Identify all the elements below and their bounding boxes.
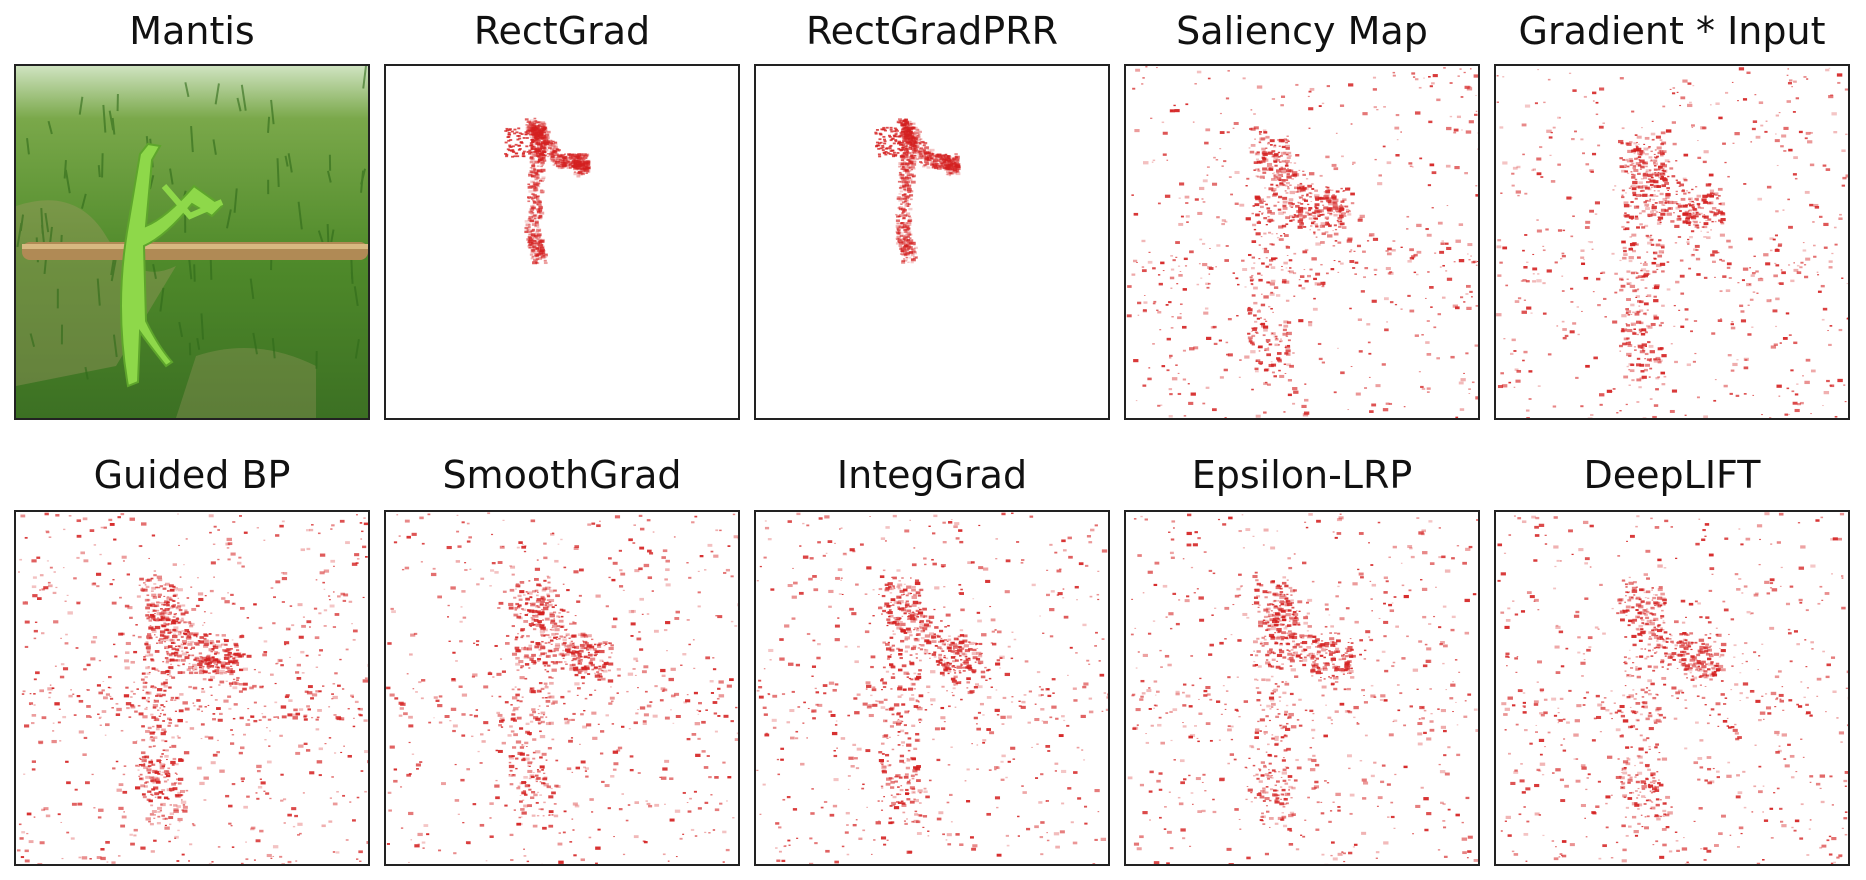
attribution-map (14, 510, 370, 866)
panel-title: Epsilon-LRP (1191, 453, 1413, 497)
panel-title: RectGradPRR (805, 9, 1059, 53)
attribution-map (384, 510, 740, 866)
panel-title: Guided BP (93, 453, 291, 497)
attribution-map (1494, 510, 1850, 866)
panel-title: DeepLIFT (1583, 453, 1761, 497)
panel-title: RectGrad (473, 9, 651, 53)
mantis-photo (14, 64, 370, 420)
attribution-map (1124, 64, 1480, 420)
panel-title: IntegGrad (836, 453, 1028, 497)
attribution-map (1124, 510, 1480, 866)
panel-title: Gradient * Input (1518, 9, 1826, 53)
attribution-map (754, 64, 1110, 420)
attribution-map (384, 64, 740, 420)
panel-title: SmoothGrad (442, 453, 682, 497)
panel-title: Mantis (129, 9, 255, 53)
panel-title: Saliency Map (1176, 9, 1428, 53)
attribution-map (1494, 64, 1850, 420)
attribution-map (754, 510, 1110, 866)
